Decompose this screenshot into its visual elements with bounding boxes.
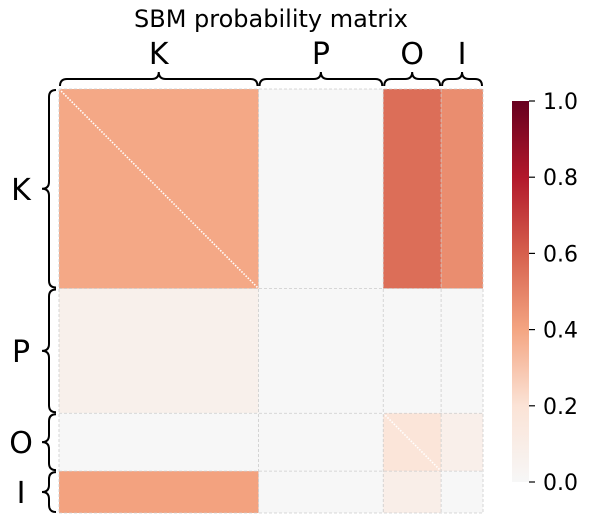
diagonal-lines xyxy=(58,88,442,472)
heatmap-cell-K-P xyxy=(258,89,384,289)
colorbar-tick-label: 0.8 xyxy=(543,166,578,191)
top-block-label-K: K xyxy=(149,37,170,72)
left-block-label-O: O xyxy=(9,426,33,461)
colorbar-tick-label: 0.2 xyxy=(543,395,578,420)
heatmap-cell-I-P xyxy=(258,471,384,513)
chart-title: SBM probability matrix xyxy=(134,5,408,33)
top-block-label-P: P xyxy=(312,37,330,72)
colorbar-tick-label: 1.0 xyxy=(543,90,578,115)
colorbar-tick-label: 0.4 xyxy=(543,319,578,344)
heatmap-cell-P-O xyxy=(383,288,442,414)
top-brace-P xyxy=(258,71,384,87)
top-block-label-O: O xyxy=(400,37,424,72)
left-brace-P xyxy=(41,288,57,414)
top-brace-I xyxy=(441,71,483,87)
left-brace-I xyxy=(41,471,57,513)
grid-lines xyxy=(58,88,484,514)
left-block-braces: K P OI xyxy=(9,89,57,513)
left-brace-O xyxy=(41,413,57,472)
heatmap-cell-I-K xyxy=(59,471,259,513)
colorbar xyxy=(512,101,529,482)
left-block-label-K: K xyxy=(11,173,32,208)
heatmap-cell-I-O xyxy=(383,471,442,513)
heatmap-cell-O-K xyxy=(59,413,259,472)
heatmap-cells xyxy=(59,89,483,513)
left-block-label-I: I xyxy=(17,476,26,511)
colorbar-tick-label: 0.6 xyxy=(543,242,578,267)
heatmap-cell-P-P xyxy=(258,288,384,414)
heatmap-cell-P-K xyxy=(59,288,259,414)
colorbar-tick-label: 0.0 xyxy=(543,471,578,496)
left-block-label-P: P xyxy=(12,335,30,370)
heatmap-cell-O-I xyxy=(441,413,483,472)
top-brace-K xyxy=(59,71,259,87)
heatmap-cell-K-I xyxy=(441,89,483,289)
top-block-label-I: I xyxy=(458,37,467,72)
top-brace-O xyxy=(383,71,442,87)
heatmap-cell-I-I xyxy=(441,471,483,513)
heatmap-cell-O-O xyxy=(383,413,442,472)
left-brace-K xyxy=(41,89,57,289)
heatmap-cell-K-O xyxy=(383,89,442,289)
heatmap-cell-O-P xyxy=(258,413,384,472)
diagonal-K xyxy=(58,88,260,290)
heatmap-cell-P-I xyxy=(441,288,483,414)
colorbar-ticks: 0.0 0.2 0.4 0.6 0.8 1.0 xyxy=(529,90,578,496)
